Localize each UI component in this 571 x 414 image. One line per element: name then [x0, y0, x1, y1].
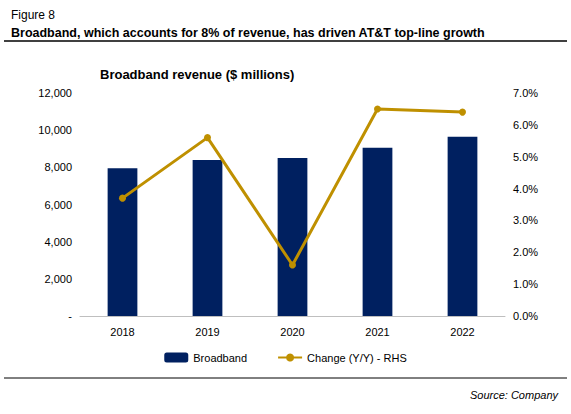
- svg-text:10,000: 10,000: [38, 124, 72, 136]
- svg-text:4,000: 4,000: [44, 236, 72, 248]
- svg-text:8,000: 8,000: [44, 161, 72, 173]
- svg-text:2020: 2020: [280, 326, 304, 338]
- svg-text:4.0%: 4.0%: [513, 183, 538, 195]
- svg-text:1.0%: 1.0%: [513, 278, 538, 290]
- svg-text:6,000: 6,000: [44, 199, 72, 211]
- svg-text:2019: 2019: [195, 326, 219, 338]
- svg-text:2022: 2022: [450, 326, 474, 338]
- svg-text:12,000: 12,000: [38, 87, 72, 99]
- svg-text:-: -: [68, 310, 72, 322]
- svg-text:Source: Company: Source: Company: [470, 389, 560, 401]
- svg-text:0.0%: 0.0%: [513, 310, 538, 322]
- svg-text:3.0%: 3.0%: [513, 214, 538, 226]
- svg-text:6.0%: 6.0%: [513, 119, 538, 131]
- svg-text:Broadband: Broadband: [193, 352, 247, 364]
- svg-text:2018: 2018: [110, 326, 134, 338]
- svg-text:Broadband revenue ($ millions): Broadband revenue ($ millions): [100, 67, 294, 82]
- svg-text:Broadband, which accounts for: Broadband, which accounts for 8% of reve…: [11, 26, 485, 40]
- svg-text:2.0%: 2.0%: [513, 246, 538, 258]
- svg-text:Change (Y/Y) - RHS: Change (Y/Y) - RHS: [307, 352, 407, 364]
- svg-text:2021: 2021: [365, 326, 389, 338]
- svg-text:2,000: 2,000: [44, 273, 72, 285]
- svg-text:7.0%: 7.0%: [513, 87, 538, 99]
- svg-text:5.0%: 5.0%: [513, 151, 538, 163]
- svg-text:Figure 8: Figure 8: [11, 8, 55, 22]
